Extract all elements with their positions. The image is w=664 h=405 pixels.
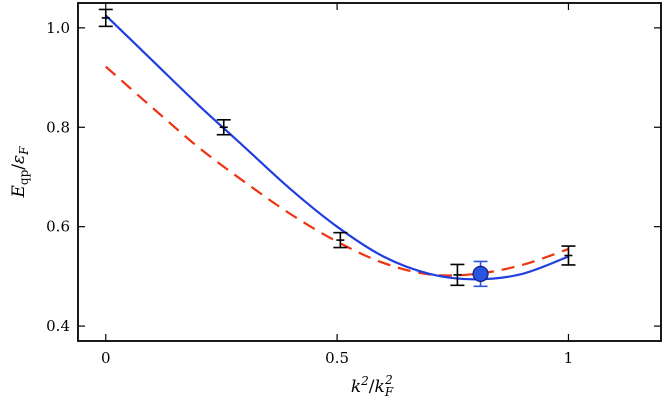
dashed-fit-line bbox=[105, 65, 569, 277]
x-axis-ticks: 0 0.5 1 bbox=[101, 3, 573, 367]
y-tick-label: 0.4 bbox=[46, 317, 70, 335]
data-point-errorbar bbox=[216, 119, 231, 136]
plot-frame bbox=[77, 2, 662, 342]
y-axis-label: Eqp/εF bbox=[9, 146, 31, 199]
y-axis-ticks: 0.4 0.6 0.8 1.0 bbox=[46, 19, 661, 335]
highlight-point-marker bbox=[472, 265, 489, 282]
solid-fit-line bbox=[104, 14, 569, 281]
data-point-errorbar bbox=[561, 245, 576, 266]
y-tick-label: 0.8 bbox=[46, 118, 70, 136]
data-point-errorbar bbox=[98, 8, 113, 28]
data-layer bbox=[98, 8, 576, 288]
data-point-errorbar bbox=[333, 231, 348, 249]
x-tick-label: 0.5 bbox=[325, 349, 349, 367]
x-tick-label: 1 bbox=[564, 349, 574, 367]
y-tick-label: 1.0 bbox=[46, 19, 70, 37]
data-point-errorbar bbox=[450, 263, 465, 287]
highlight-point-group bbox=[472, 260, 489, 288]
y-tick-label: 0.6 bbox=[46, 218, 70, 236]
x-tick-label: 0 bbox=[101, 349, 111, 367]
x-axis-label: k2/kF2 bbox=[351, 373, 394, 399]
